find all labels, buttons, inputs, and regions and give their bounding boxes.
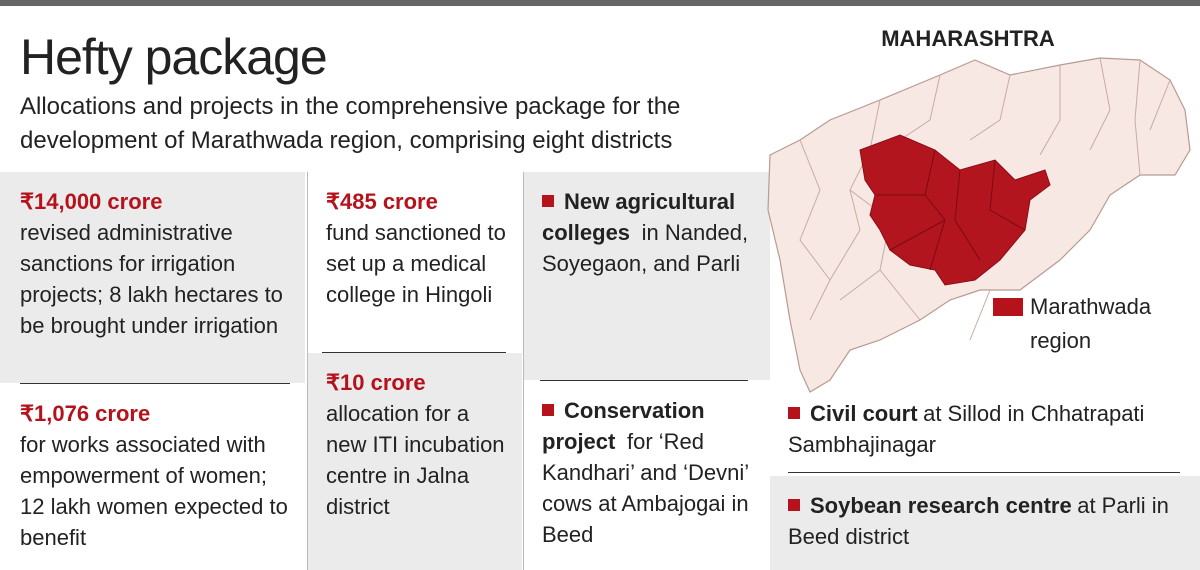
item-text: for ‘Red Kandhari’ and ‘Devni’ cows at A… bbox=[542, 429, 749, 547]
item-bold: Civil court bbox=[810, 401, 918, 426]
bullet bbox=[542, 195, 554, 207]
item: Conservation project for ‘Red Kandhari’ … bbox=[524, 381, 770, 570]
divider bbox=[788, 472, 1180, 473]
item: ₹1,076 crore for works associated with e… bbox=[0, 384, 305, 570]
item-text: for works associated with empowerment of… bbox=[20, 432, 288, 550]
marathwada-districts bbox=[875, 149, 1026, 271]
item: ₹14,000 crore revised administrative san… bbox=[0, 172, 305, 383]
top-bar bbox=[0, 0, 1200, 6]
bullet bbox=[542, 404, 554, 416]
item: ₹485 crore fund sanctioned to set up a m… bbox=[308, 172, 522, 352]
amount: ₹1,076 crore bbox=[20, 401, 151, 426]
bullet bbox=[788, 499, 800, 511]
legend-label: Marathwada region bbox=[1030, 294, 1152, 353]
item-bold: New agricultural colleges bbox=[542, 189, 736, 245]
marathwada-region bbox=[859, 134, 1051, 286]
item-bold: Soybean research centre bbox=[810, 493, 1072, 518]
column-separator bbox=[523, 172, 524, 570]
district-lines bbox=[799, 57, 1171, 341]
legend-swatch bbox=[993, 298, 1023, 316]
item-bold: Conservation project bbox=[542, 398, 705, 454]
map-title: MAHARASHTRA bbox=[881, 26, 1055, 51]
item-text: fund sanctioned to set up a medical coll… bbox=[326, 220, 506, 307]
item: New agricultural colleges in Nanded, Soy… bbox=[524, 172, 770, 380]
amount: ₹10 crore bbox=[326, 370, 426, 395]
amount: ₹485 crore bbox=[326, 189, 438, 214]
divider bbox=[20, 383, 290, 384]
item-text: at Parli in Beed district bbox=[788, 493, 1169, 549]
map: MAHARASHTRA Marathwada region bbox=[767, 26, 1191, 393]
divider bbox=[540, 380, 748, 381]
divider bbox=[322, 352, 506, 353]
subtitle: Allocations and projects in the comprehe… bbox=[20, 93, 681, 154]
item: ₹10 crore allocation for a new ITI incub… bbox=[308, 353, 522, 570]
item-text: in Nanded, Soyegaon, and Parli bbox=[542, 220, 749, 276]
item-text: allocation for a new ITI incubation cent… bbox=[326, 401, 505, 519]
title: Hefty package bbox=[20, 29, 328, 85]
item: Soybean research centre at Parli in Beed … bbox=[770, 476, 1200, 570]
item-text: revised administrative sanctions for irr… bbox=[20, 220, 283, 338]
amount: ₹14,000 crore bbox=[20, 189, 163, 214]
item-text: at Sillod in Chhatrapati Sambhajinagar bbox=[788, 401, 1145, 457]
item: Civil court at Sillod in Chhatrapati Samb… bbox=[770, 390, 1200, 472]
column-separator bbox=[307, 172, 308, 570]
bullet bbox=[788, 407, 800, 419]
